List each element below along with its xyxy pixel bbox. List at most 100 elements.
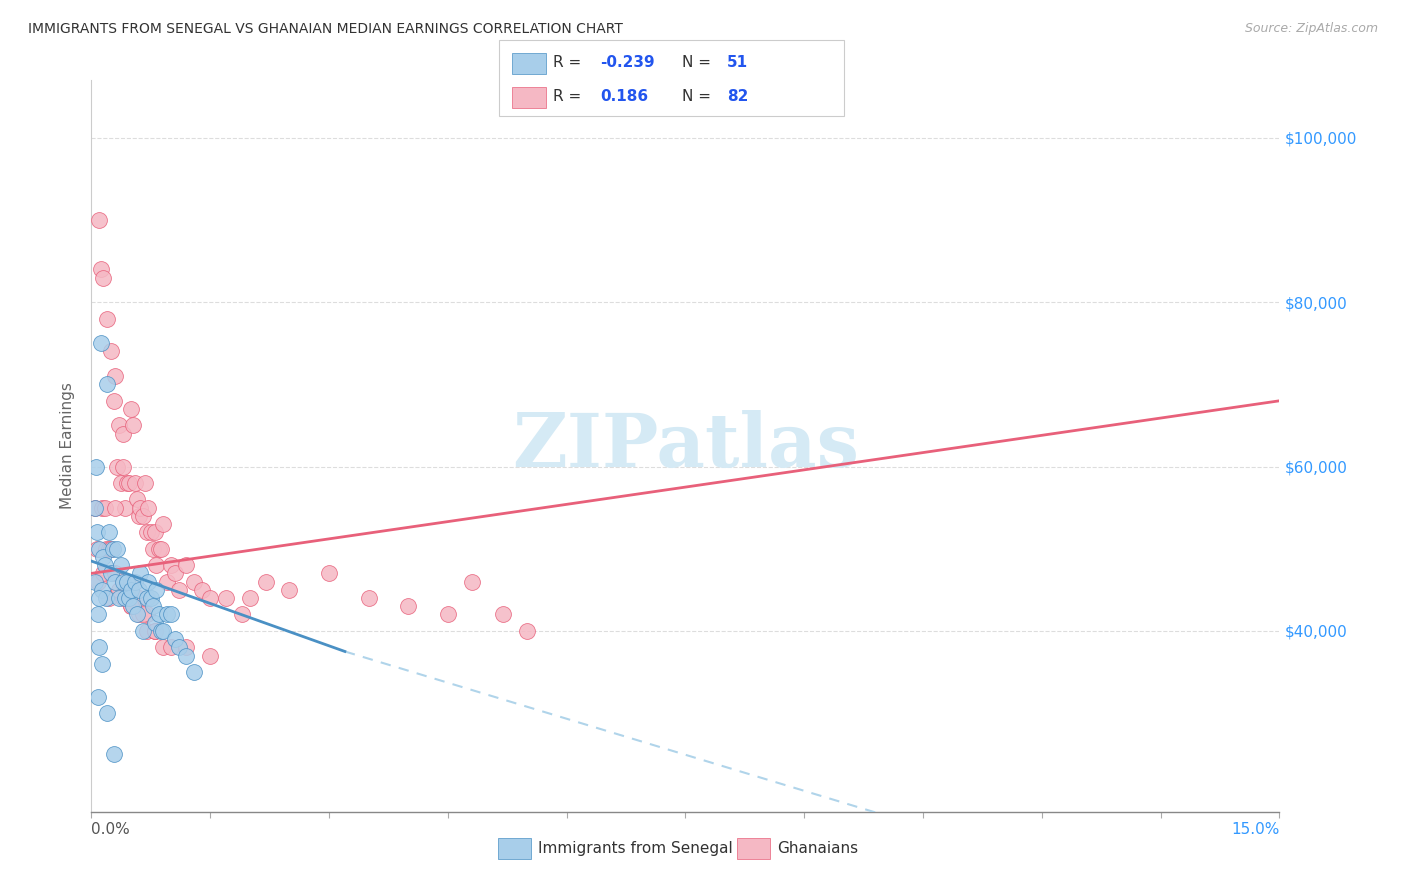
Point <box>94 558 117 573</box>
Point <box>152 640 174 655</box>
Point <box>152 517 174 532</box>
Point <box>145 582 167 597</box>
Point <box>135 591 157 605</box>
Point <box>120 402 142 417</box>
Point <box>105 541 128 556</box>
Point <box>86 525 108 540</box>
Point <box>132 624 155 638</box>
Text: N =: N = <box>682 89 716 103</box>
Point <box>96 706 118 720</box>
Text: Source: ZipAtlas.com: Source: ZipAtlas.com <box>1244 22 1378 36</box>
Point <box>101 541 124 556</box>
Point <box>120 599 142 614</box>
Point <box>96 377 118 392</box>
Point <box>167 582 190 597</box>
Point <box>124 574 146 589</box>
Point <box>121 418 143 433</box>
Point <box>176 640 198 655</box>
Point <box>103 393 125 408</box>
Point <box>159 558 181 573</box>
Point <box>129 566 152 581</box>
Point <box>96 311 118 326</box>
Text: ZIPatlas: ZIPatlas <box>512 409 859 483</box>
Point <box>128 591 150 605</box>
Point <box>108 582 131 597</box>
Point <box>120 574 142 589</box>
Point <box>84 574 107 589</box>
Point <box>87 607 110 622</box>
Point <box>91 549 114 564</box>
Point <box>90 500 112 515</box>
Point <box>104 574 127 589</box>
Point <box>90 262 112 277</box>
Point <box>115 574 138 589</box>
Point <box>108 418 131 433</box>
Point <box>120 599 142 614</box>
Point <box>436 607 458 622</box>
Point <box>84 500 107 515</box>
Point <box>318 566 340 581</box>
Point <box>114 500 136 515</box>
Point <box>128 607 150 622</box>
Point <box>97 541 120 556</box>
Point <box>139 525 162 540</box>
Point <box>89 213 111 227</box>
Point <box>89 541 111 556</box>
Point <box>143 624 166 638</box>
Point <box>87 640 110 655</box>
Point <box>104 566 127 581</box>
Point <box>396 599 419 614</box>
Point <box>112 574 135 589</box>
Point <box>104 369 127 384</box>
Point <box>134 475 156 490</box>
Point <box>127 607 149 622</box>
Point <box>91 566 114 581</box>
Point <box>142 599 165 614</box>
Y-axis label: Median Earnings: Median Earnings <box>60 383 76 509</box>
Point <box>115 475 138 490</box>
Point <box>105 459 128 474</box>
Point <box>112 459 135 474</box>
Point <box>128 508 150 523</box>
Point <box>143 624 166 638</box>
Point <box>112 426 135 441</box>
Text: 51: 51 <box>727 55 748 70</box>
Point <box>87 574 110 589</box>
Point <box>132 508 155 523</box>
Point <box>159 607 181 622</box>
Point <box>100 566 122 581</box>
Point <box>104 500 127 515</box>
Point <box>148 607 170 622</box>
Text: 0.186: 0.186 <box>600 89 648 103</box>
Text: R =: R = <box>553 89 586 103</box>
Point <box>142 541 165 556</box>
Point <box>129 500 152 515</box>
Point <box>156 607 179 622</box>
Point <box>516 624 538 638</box>
Text: -0.239: -0.239 <box>600 55 655 70</box>
Point <box>124 475 146 490</box>
Point <box>460 574 482 589</box>
Point <box>145 558 167 573</box>
Point <box>110 475 132 490</box>
Point <box>114 591 136 605</box>
Point <box>357 591 380 605</box>
Point <box>176 648 198 663</box>
Text: R =: R = <box>553 55 586 70</box>
Point <box>135 607 157 622</box>
Point <box>118 475 141 490</box>
Point <box>94 591 117 605</box>
Point <box>163 632 186 647</box>
Point <box>100 541 122 556</box>
Point <box>138 574 160 589</box>
Point <box>239 591 262 605</box>
Point <box>132 607 155 622</box>
Point <box>148 541 170 556</box>
Point <box>150 541 173 556</box>
Point <box>167 640 190 655</box>
Point <box>254 574 277 589</box>
Point <box>143 615 166 630</box>
Point <box>91 270 114 285</box>
Point <box>97 591 120 605</box>
Point <box>112 591 135 605</box>
